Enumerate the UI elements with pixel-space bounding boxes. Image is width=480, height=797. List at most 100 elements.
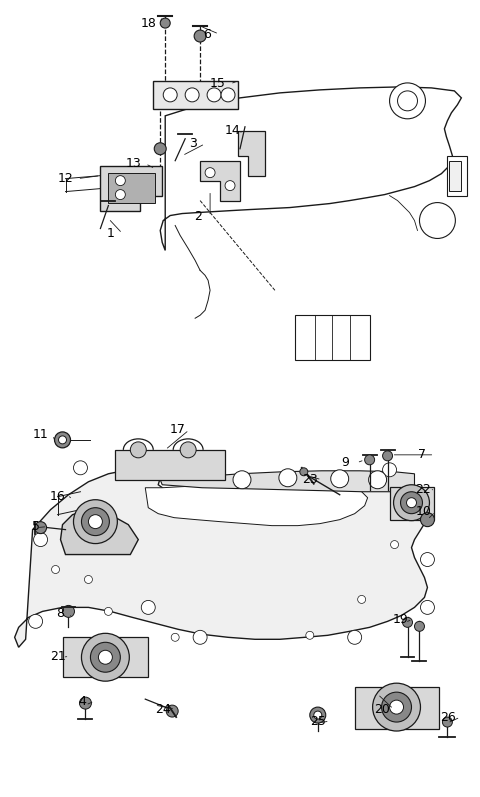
Polygon shape [447, 155, 468, 195]
Text: 22: 22 [416, 483, 432, 497]
Polygon shape [238, 131, 265, 175]
Polygon shape [62, 638, 148, 677]
Circle shape [88, 515, 102, 528]
Polygon shape [200, 161, 240, 201]
Polygon shape [295, 316, 370, 360]
Circle shape [300, 468, 308, 476]
Circle shape [348, 630, 361, 644]
Circle shape [390, 83, 425, 119]
Circle shape [420, 202, 456, 238]
Text: 7: 7 [419, 449, 426, 461]
Circle shape [397, 91, 418, 111]
Circle shape [225, 181, 235, 190]
Circle shape [62, 606, 74, 618]
Text: 14: 14 [225, 124, 241, 137]
Circle shape [407, 497, 417, 508]
Circle shape [98, 650, 112, 664]
Circle shape [420, 600, 434, 614]
Circle shape [193, 630, 207, 644]
Circle shape [64, 546, 72, 554]
Circle shape [443, 717, 452, 727]
Circle shape [115, 190, 125, 199]
Circle shape [383, 451, 393, 461]
Text: 10: 10 [416, 505, 432, 518]
Circle shape [391, 540, 398, 548]
Circle shape [400, 492, 422, 513]
Circle shape [194, 30, 206, 42]
Circle shape [180, 442, 196, 457]
Polygon shape [160, 471, 415, 492]
Polygon shape [153, 81, 238, 109]
Circle shape [163, 88, 177, 102]
Circle shape [73, 461, 87, 475]
Circle shape [394, 485, 430, 520]
Circle shape [207, 88, 221, 102]
Circle shape [166, 705, 178, 717]
Circle shape [34, 532, 48, 547]
Circle shape [82, 634, 129, 681]
Text: 13: 13 [125, 157, 141, 171]
Circle shape [365, 455, 374, 465]
Polygon shape [145, 484, 368, 526]
Text: 3: 3 [189, 137, 197, 151]
Text: 25: 25 [310, 715, 326, 728]
Circle shape [314, 711, 322, 719]
Text: 11: 11 [33, 429, 48, 442]
Circle shape [185, 88, 199, 102]
Text: 17: 17 [169, 423, 185, 437]
Text: 16: 16 [49, 490, 65, 503]
Circle shape [233, 471, 251, 489]
Polygon shape [160, 87, 461, 250]
Text: 15: 15 [210, 77, 226, 90]
Polygon shape [15, 468, 428, 647]
Polygon shape [355, 687, 439, 729]
Circle shape [141, 600, 155, 614]
Circle shape [104, 607, 112, 615]
Text: 20: 20 [373, 703, 390, 716]
Text: 4: 4 [79, 695, 86, 708]
Circle shape [59, 436, 67, 444]
Circle shape [82, 508, 109, 536]
Text: 26: 26 [441, 711, 456, 724]
Polygon shape [60, 509, 138, 555]
Polygon shape [449, 161, 461, 190]
Text: 6: 6 [203, 28, 211, 41]
Circle shape [171, 634, 179, 642]
Circle shape [154, 143, 166, 155]
Circle shape [279, 469, 297, 487]
Circle shape [29, 614, 43, 628]
Text: 12: 12 [58, 172, 73, 185]
Circle shape [331, 469, 348, 488]
Circle shape [306, 631, 314, 639]
Text: 19: 19 [393, 613, 408, 626]
Circle shape [84, 575, 93, 583]
Circle shape [383, 463, 396, 477]
Circle shape [310, 707, 326, 723]
Circle shape [80, 697, 91, 709]
Circle shape [130, 442, 146, 457]
Circle shape [205, 167, 215, 178]
Polygon shape [100, 166, 162, 210]
Circle shape [382, 692, 411, 722]
Text: 8: 8 [57, 607, 64, 620]
Polygon shape [115, 450, 225, 480]
Circle shape [369, 471, 386, 489]
Text: 9: 9 [341, 457, 348, 469]
Text: 24: 24 [156, 703, 171, 716]
Text: 5: 5 [32, 520, 39, 533]
Text: 2: 2 [194, 210, 202, 223]
Circle shape [90, 642, 120, 672]
Polygon shape [390, 487, 434, 520]
Circle shape [372, 683, 420, 731]
Circle shape [51, 566, 60, 574]
Circle shape [390, 700, 404, 714]
Circle shape [420, 552, 434, 567]
Polygon shape [108, 173, 155, 202]
Circle shape [160, 18, 170, 28]
Circle shape [403, 618, 412, 627]
Text: 23: 23 [302, 473, 318, 486]
Circle shape [115, 175, 125, 186]
Circle shape [420, 512, 434, 527]
Text: 21: 21 [49, 650, 65, 663]
Circle shape [55, 432, 71, 448]
